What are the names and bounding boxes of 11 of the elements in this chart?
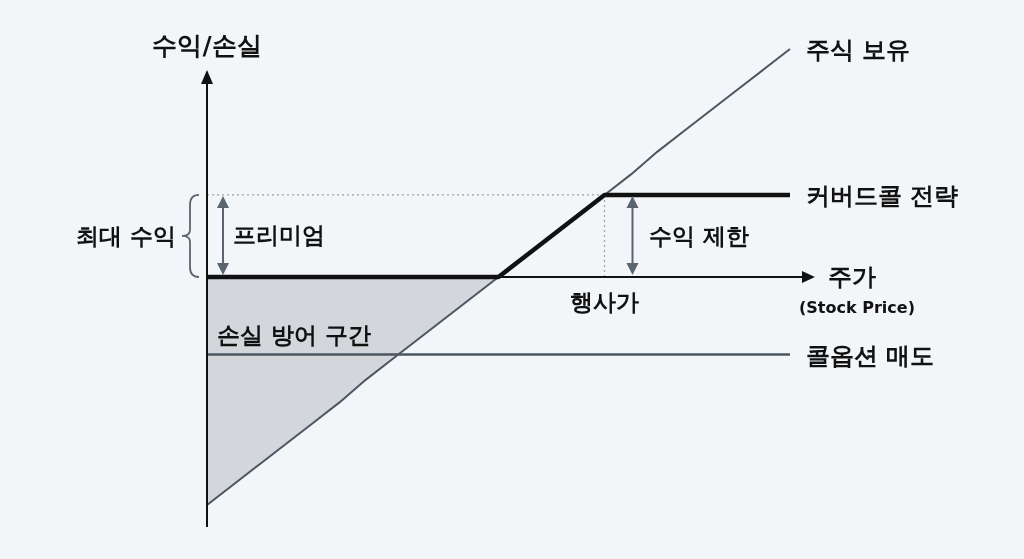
annotation: 행사가: [570, 289, 639, 315]
series-label: 주식 보유: [806, 36, 911, 64]
text: 최대 수익: [75, 222, 176, 249]
annotation: 프리미엄: [233, 221, 325, 248]
series-label: 콜옵션 매도: [806, 341, 935, 370]
series-label: 손실 방어 구간: [217, 322, 372, 348]
y-axis-title: 수익/손실: [152, 30, 262, 60]
series-label: 커버드콜 전략: [806, 181, 959, 210]
annotation: 수익 제한: [648, 222, 749, 249]
annotation: (Stock Price): [799, 297, 915, 317]
x-axis-title: 주가: [828, 263, 876, 291]
